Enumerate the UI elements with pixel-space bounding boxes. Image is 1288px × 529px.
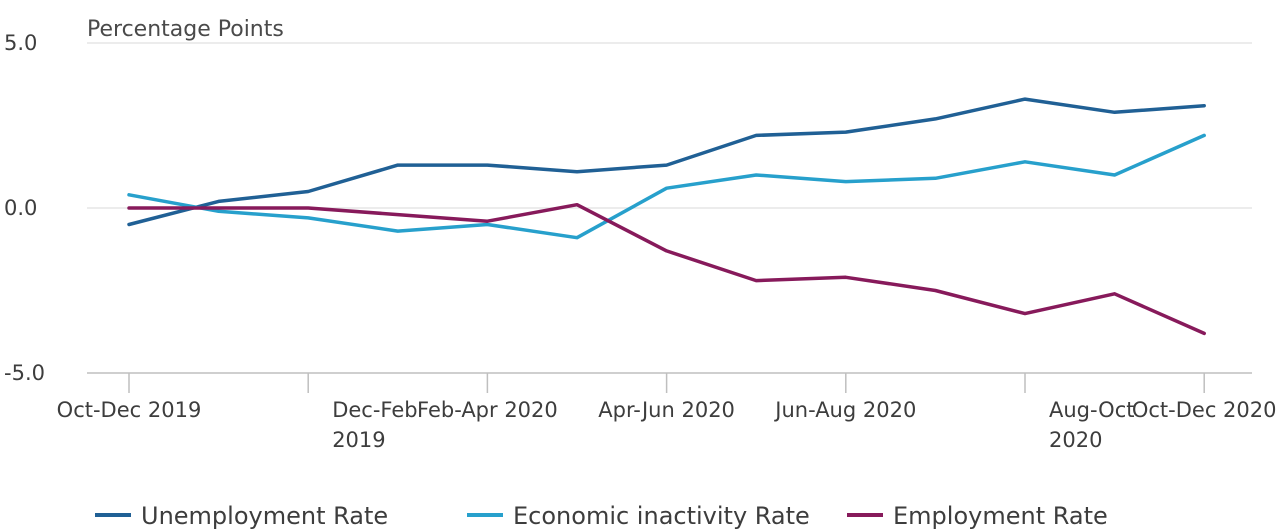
gridlines (87, 42, 1252, 209)
x-axis: Oct-Dec 2019 Dec-Feb 2019 Feb-Apr 2020 Apr-J… (57, 372, 1277, 452)
y-tick-label: 5.0 (4, 31, 37, 55)
x-tick-label-line: 2020 (1049, 428, 1102, 452)
series-line-2 (127, 133, 1206, 240)
x-tick-label-line: Oct-Dec 2019 (57, 398, 202, 422)
x-tick-label-line: Dec-Feb (332, 398, 417, 422)
y-tick-label: 0.0 (4, 196, 37, 220)
x-tick-label-line: Feb-Apr 2020 (417, 398, 558, 422)
x-tick-label: Aug-Oct 2020 (1049, 398, 1134, 452)
x-tick-label: Feb-Apr 2020 (417, 398, 558, 422)
x-tick-label-line: Oct-Dec 2020 (1132, 398, 1277, 422)
legend-label: Economic inactivity Rate (513, 502, 810, 529)
x-tick-label-line: Aug-Oct (1049, 398, 1134, 422)
series-line-1 (127, 97, 1206, 227)
y-axis-ticks: 5.0 0.0 -5.0 (4, 31, 45, 385)
legend: Unemployment Rate Economic inactivity Rat… (95, 502, 1108, 529)
x-tick-label: Dec-Feb 2019 (332, 398, 417, 452)
x-tick-label-line: Jun-Aug 2020 (773, 398, 916, 422)
x-tick-label: Oct-Dec 2020 (1132, 398, 1277, 422)
x-tick-label-line: 2019 (332, 428, 385, 452)
series-lines (127, 97, 1206, 336)
y-tick-label: -5.0 (4, 361, 45, 385)
x-tick-label: Jun-Aug 2020 (773, 398, 916, 422)
x-tick-label-line: Apr-Jun 2020 (598, 398, 735, 422)
x-tick-label: Oct-Dec 2019 (57, 398, 202, 422)
x-tick-label: Apr-Jun 2020 (598, 398, 735, 422)
y-axis-title: Percentage Points (87, 17, 284, 42)
legend-label: Unemployment Rate (141, 502, 388, 529)
series-line-3 (127, 202, 1206, 336)
legend-label: Employment Rate (893, 502, 1108, 529)
